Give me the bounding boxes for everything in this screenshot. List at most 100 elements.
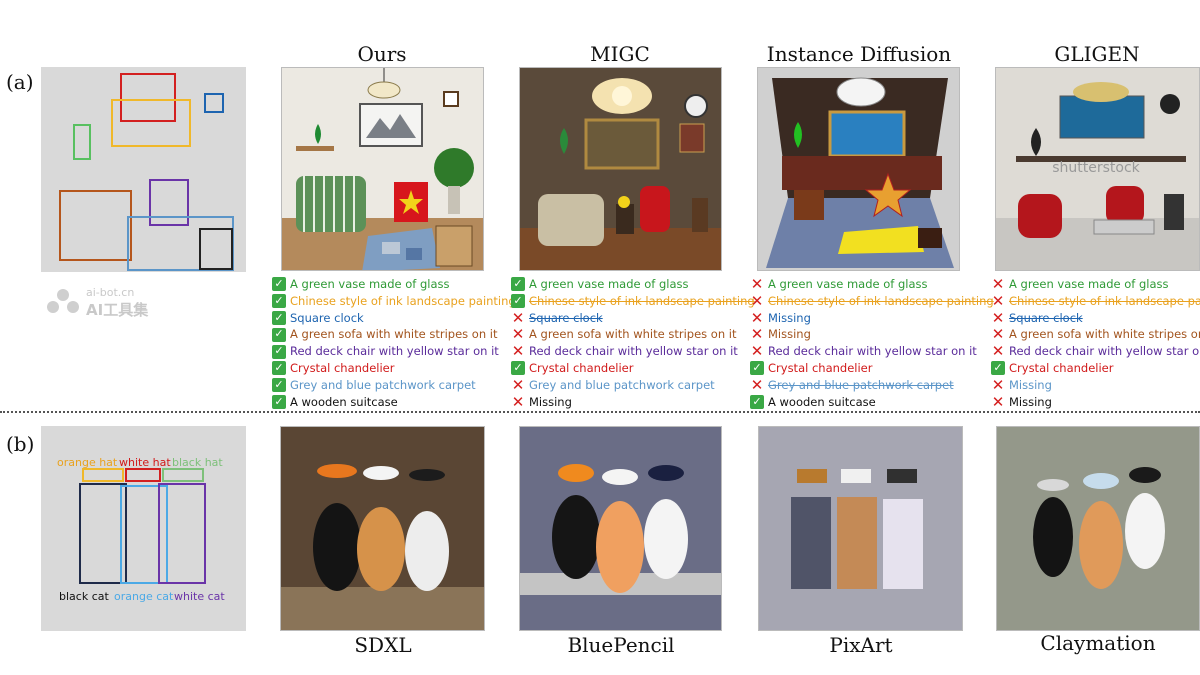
image-gligen: shutterstock: [995, 67, 1200, 271]
panel-b-label: (b): [6, 432, 35, 456]
bbox-clock: [204, 93, 224, 113]
caption-text: Missing: [768, 310, 811, 325]
cross-icon: ✕: [991, 375, 1005, 394]
caption-row: ✓ Chinese style of ink landscape painting: [272, 293, 516, 310]
cross-icon: ✕: [511, 375, 525, 394]
cross-icon: ✕: [511, 342, 525, 361]
caption-row: ✕ Chinese style of ink landscape painting: [750, 291, 994, 310]
check-icon: ✓: [750, 395, 764, 409]
col-title-bluepencil: BluePencil: [567, 633, 675, 657]
captions-migc: ✓ A green vase made of glass ✓ Chinese sty…: [511, 276, 755, 410]
caption-row: ✓ Square clock: [272, 310, 516, 327]
caption-row: ✕ Missing: [991, 375, 1200, 394]
caption-row: ✕ A green sofa with white stripes on it: [511, 326, 755, 343]
caption-row: ✓ A green sofa with white stripes on it: [272, 326, 516, 343]
check-icon: ✓: [511, 361, 525, 376]
cross-icon: ✕: [750, 275, 764, 293]
cross-icon: ✕: [750, 308, 764, 327]
caption-text: Crystal chandelier: [290, 360, 395, 375]
check-icon: ✓: [511, 277, 525, 292]
caption-text: A green sofa with white stripes on it: [290, 327, 498, 342]
caption-row: ✕ Missing: [750, 326, 994, 343]
caption-text: Red deck chair with yellow star on it: [529, 344, 738, 359]
caption-row: ✓ Red deck chair with yellow star on it: [272, 343, 516, 360]
check-icon: ✓: [272, 327, 286, 342]
cross-icon: ✕: [511, 325, 525, 344]
bbox-black-cat: [79, 483, 127, 584]
cats-scene-pixart: [759, 427, 962, 630]
cats-scene-claymation: [997, 427, 1199, 630]
bbox-black-hat: [162, 468, 204, 482]
caption-text: Grey and blue patchwork carpet: [529, 377, 715, 392]
caption-row: ✓ A wooden suitcase: [272, 394, 516, 411]
captions-instance-diffusion: ✕ A green vase made of glass ✕ Chinese sty…: [750, 276, 994, 410]
check-icon: ✓: [750, 361, 764, 376]
check-icon: ✓: [272, 395, 286, 409]
bbox-vase: [73, 124, 91, 160]
caption-text: Crystal chandelier: [529, 360, 634, 375]
captions-gligen: ✕ A green vase made of glass ✕ Chinese sty…: [991, 276, 1200, 410]
caption-text: Red deck chair with yellow star on it: [768, 344, 977, 359]
caption-row: ✓ A wooden suitcase: [750, 394, 994, 411]
check-icon: ✓: [991, 361, 1005, 376]
bbox-suitcase: [199, 228, 233, 270]
caption-text: Chinese style of ink landscape painting: [290, 293, 516, 308]
image-instance-diffusion: [757, 67, 960, 271]
watermark-line2: AI工具集: [86, 301, 149, 319]
caption-row: ✓ Chinese style of ink landscape painting: [511, 293, 755, 310]
label-white-cat: white cat: [174, 590, 225, 603]
caption-text: A green vase made of glass: [768, 277, 928, 291]
panel-divider: [0, 411, 1200, 413]
caption-row: ✕ Red deck chair with yellow star on it: [750, 343, 994, 360]
col-title-claymation: Claymation: [1040, 631, 1156, 655]
caption-row: ✕ A green vase made of glass: [991, 276, 1200, 293]
caption-row: ✓ A green vase made of glass: [511, 276, 755, 293]
room-scene-migc: [520, 68, 721, 270]
cross-icon: ✕: [511, 392, 525, 411]
cats-scene-bluepencil: [520, 427, 721, 630]
check-icon: ✓: [272, 344, 286, 359]
caption-row: ✓ Crystal chandelier: [991, 360, 1200, 377]
caption-text: Grey and blue patchwork carpet: [290, 377, 476, 392]
caption-text: Crystal chandelier: [768, 360, 873, 375]
image-bluepencil: [519, 426, 722, 631]
caption-text: Missing: [529, 394, 572, 409]
col-title-pixart: PixArt: [829, 633, 893, 657]
watermark: ai-bot.cn AI工具集: [46, 284, 166, 320]
caption-text: Chinese style of ink landscape painting: [1009, 293, 1200, 308]
label-orange-cat: orange cat: [114, 590, 174, 603]
image-sdxl: [280, 426, 485, 631]
caption-text: A green sofa with white stripes on it: [529, 327, 737, 342]
cats-scene-sdxl: [281, 427, 484, 630]
caption-text: A green sofa with white stripes on it: [1009, 327, 1200, 342]
image-migc: [519, 67, 722, 271]
caption-row: ✓ A green vase made of glass: [272, 276, 516, 293]
watermark-logo-icon: [47, 289, 79, 313]
bbox-painting: [111, 99, 191, 147]
watermark-line1: ai-bot.cn: [86, 286, 135, 299]
bbox-deck-chair: [149, 179, 189, 226]
caption-row: ✓ Crystal chandelier: [272, 360, 516, 377]
bbox-white-hat: [125, 468, 161, 482]
caption-text: Missing: [1009, 394, 1052, 409]
caption-row: ✕ Square clock: [991, 308, 1200, 327]
caption-row: ✕ Red deck chair with yellow star on it: [991, 343, 1200, 360]
bbox-orange-cat: [120, 485, 168, 584]
caption-text: Square clock: [1009, 310, 1083, 325]
caption-row: ✕ Grey and blue patchwork carpet: [750, 376, 994, 394]
caption-text: Red deck chair with yellow star on it: [1009, 344, 1200, 359]
cross-icon: ✕: [750, 291, 764, 310]
caption-row: ✕ Chinese style of ink landscape painting: [991, 291, 1200, 310]
cross-icon: ✕: [991, 291, 1005, 310]
cross-icon: ✕: [991, 308, 1005, 327]
caption-text: Crystal chandelier: [1009, 360, 1114, 375]
caption-text: A wooden suitcase: [290, 394, 398, 409]
image-claymation: [996, 426, 1200, 631]
cross-icon: ✕: [750, 325, 764, 344]
col-title-sdxl: SDXL: [354, 633, 412, 657]
room-scene-gligen: shutterstock: [996, 68, 1199, 270]
caption-row: ✕ Red deck chair with yellow star on it: [511, 343, 755, 360]
cross-icon: ✕: [991, 325, 1005, 344]
room-scene-ours: [282, 68, 483, 270]
bbox-orange-hat: [82, 468, 124, 482]
